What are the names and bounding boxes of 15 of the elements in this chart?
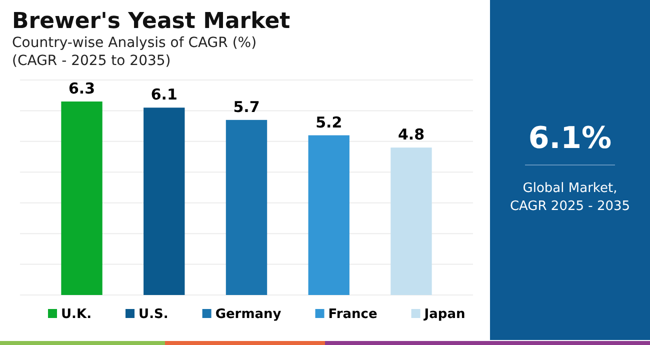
text: 6.1% xyxy=(528,121,612,156)
chart-title: Brewer's Yeast Market xyxy=(12,9,291,34)
legend-label: U.S. xyxy=(138,307,168,322)
text: Global Market, xyxy=(522,181,618,196)
data-label: 5.7 xyxy=(233,98,260,116)
data-label: 6.1 xyxy=(150,86,178,104)
data-label: 6.3 xyxy=(68,80,96,98)
data-label: 4.8 xyxy=(398,126,425,144)
text: CAGR 2025 - 2035 xyxy=(510,199,630,214)
legend-label: Germany xyxy=(215,307,282,322)
legend-label: France xyxy=(328,307,378,322)
chart-subtitle: Country-wise Analysis of CAGR (%) (CAGR - 2025 to 2035) xyxy=(12,35,257,69)
legend-label: U.K. xyxy=(61,307,92,322)
data-label: 5.2 xyxy=(316,113,342,132)
legend-label: Japan xyxy=(423,307,466,322)
